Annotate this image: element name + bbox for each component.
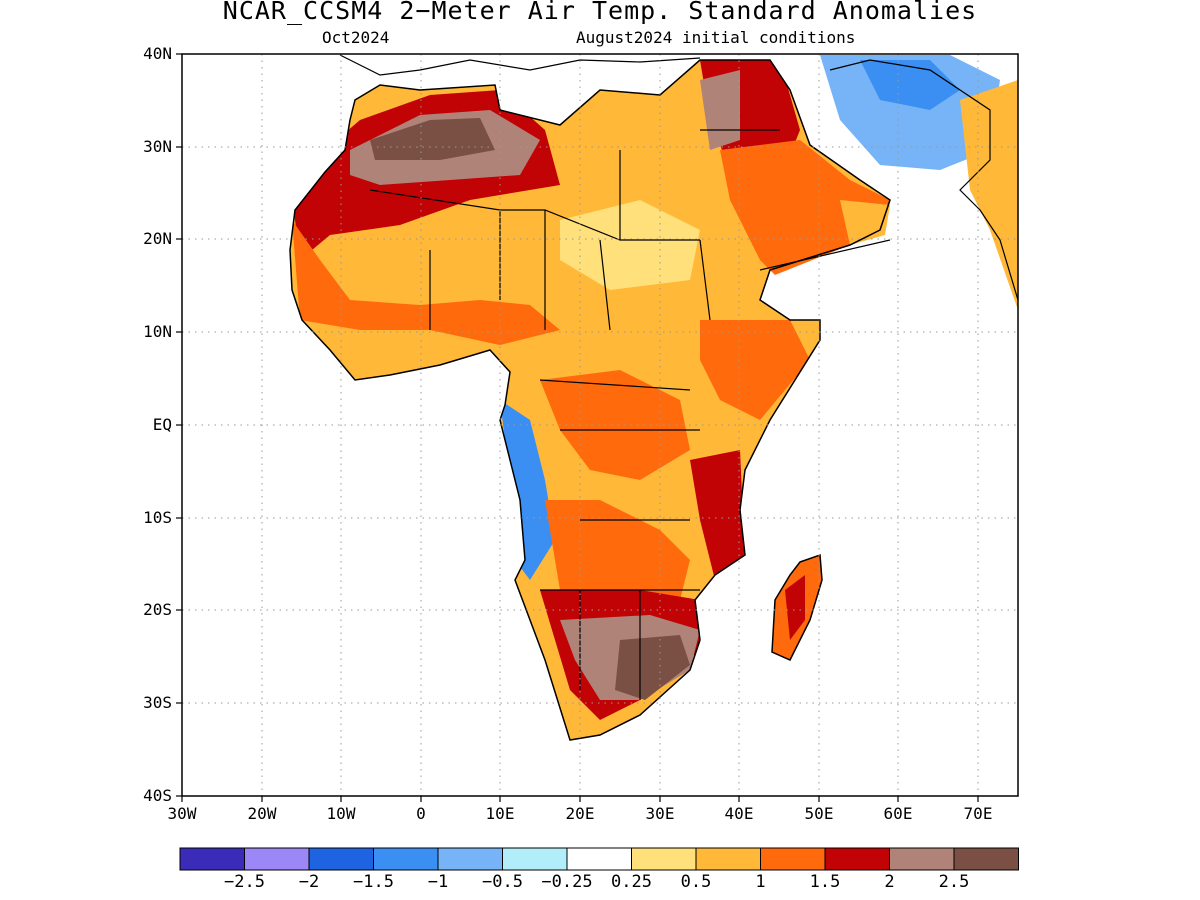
anomaly-iran-blue (860, 60, 960, 110)
lon-label: 50E (804, 804, 834, 823)
colorbar-swatch (308, 847, 374, 871)
colorbar (179, 847, 1019, 871)
lon-label: 0 (416, 804, 426, 823)
lon-label: 20E (565, 804, 595, 823)
anomaly-west-africa (292, 220, 560, 345)
lon-label: 60E (883, 804, 913, 823)
colorbar-swatch (437, 847, 503, 871)
colorbar-swatch (179, 847, 245, 871)
colorbar-label: 0.25 (611, 872, 652, 892)
anomaly-india-warm (960, 80, 1018, 310)
colorbar-label: −1.5 (353, 872, 394, 892)
anomaly-north-sahara-darkbrown (370, 118, 495, 160)
anomaly-southern-africa-darkbrown (615, 635, 690, 700)
lat-label: 20S (143, 600, 172, 619)
colorbar-swatch (373, 847, 439, 871)
lat-label: 10S (143, 508, 172, 527)
anomaly-central-africa (540, 370, 690, 480)
colorbar-swatch (824, 847, 890, 871)
forecast-month: Oct2024 (322, 28, 390, 47)
map-title: NCAR_CCSM4 2−Meter Air Temp. Standard An… (222, 0, 978, 25)
colorbar-label: 2.5 (938, 872, 970, 892)
gridlines (182, 54, 1018, 796)
anomaly-madagascar-red (785, 575, 805, 640)
lon-label: 20W (247, 804, 277, 823)
asia-coastline (829, 59, 1018, 301)
colorbar-label: 1 (755, 872, 766, 892)
anomaly-angola-hot (545, 500, 690, 610)
arabia-anomaly-field (720, 55, 1018, 310)
lat-label: 30N (143, 137, 172, 156)
initial-conditions: August2024 initial conditions (576, 28, 856, 47)
madagascar-coastline (771, 553, 823, 661)
lat-label: EQ (152, 415, 172, 434)
anomaly-iran-cool (820, 55, 1000, 170)
colorbar-swatch (566, 847, 632, 871)
anomaly-east-coast-red (690, 450, 745, 580)
colorbar-swatch (244, 847, 310, 871)
africa-coastline (289, 59, 891, 741)
colorbar-swatch (760, 847, 826, 871)
tick-marks (176, 53, 979, 802)
colorbar-label: −0.25 (541, 872, 593, 892)
lon-label: 30E (645, 804, 675, 823)
lat-label: 30S (143, 693, 172, 712)
lat-label: 10N (143, 322, 172, 341)
colorbar-swatch (695, 847, 761, 871)
colorbar-swatch (631, 847, 697, 871)
colorbar-label: −1 (427, 872, 449, 892)
colorbar-label: 1.5 (809, 872, 841, 892)
southern-europe-coast (339, 54, 701, 76)
colorbar-label: −2 (298, 872, 320, 892)
lat-label: 20N (143, 229, 172, 248)
lon-label: 10E (485, 804, 515, 823)
lon-label: 10W (326, 804, 356, 823)
colorbar-swatch (953, 847, 1019, 871)
colorbar-label: 0.5 (680, 872, 712, 892)
anomaly-horn-of-africa (700, 320, 810, 420)
lat-label: 40N (143, 44, 172, 63)
colorbar-label: −2.5 (224, 872, 265, 892)
anomaly-sahel-light (560, 200, 700, 290)
colorbar-swatch (889, 847, 955, 871)
anomaly-arabia-light (840, 200, 890, 245)
colorbar-label: 2 (884, 872, 895, 892)
colorbar-label: −0.5 (482, 872, 523, 892)
colorbar-swatch (502, 847, 568, 871)
anomaly-arabia-orange (720, 140, 890, 275)
lon-label: 40E (724, 804, 754, 823)
lat-label: 40S (143, 786, 172, 805)
lon-label: 30W (167, 804, 197, 823)
lon-label: 70E (963, 804, 993, 823)
